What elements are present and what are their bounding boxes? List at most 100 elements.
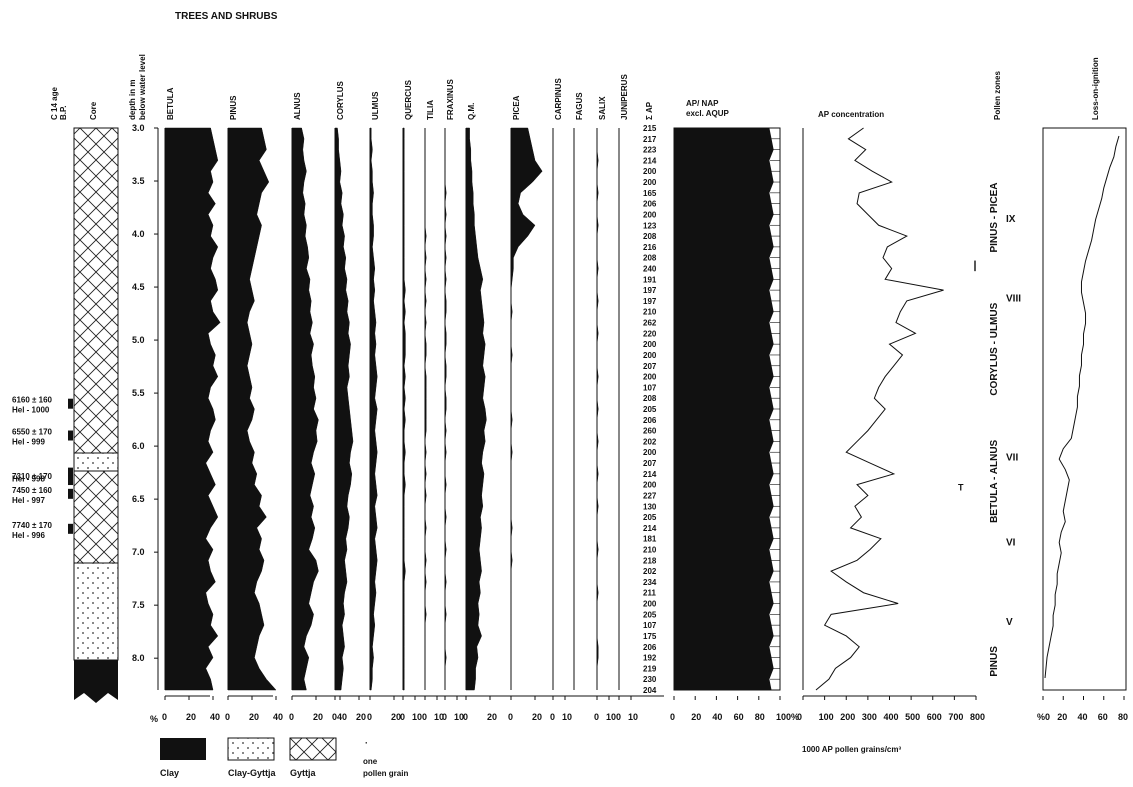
zone-label: PINUS - PICEA: [989, 183, 1000, 253]
taxon-curve: [402, 127, 406, 691]
ap-sum-value: 200: [643, 340, 657, 349]
c14-date-marker: [68, 475, 73, 486]
ap-sum-value: 200: [643, 210, 657, 219]
c14-date-age: 7450 ± 160: [12, 486, 53, 495]
apconc-tick-label: 800: [970, 712, 985, 722]
taxon-tick-label: 0: [225, 712, 230, 722]
ap-sum-value: 107: [643, 383, 657, 392]
bp-header: B.P.: [59, 105, 68, 120]
loss-on-ignition-panel: %0 20 40 60 80: [1037, 127, 1128, 722]
taxon-tick-label: 0: [442, 712, 447, 722]
c14-date-lab: Hel - 998: [12, 475, 45, 484]
taxon-header: PINUS: [229, 95, 238, 120]
apconc-header: AP concentration: [818, 110, 884, 119]
taxon-juniperus: JUNIPERUS 0 10: [616, 74, 664, 722]
taxon-tick-label: 10: [562, 712, 572, 722]
taxon-alnus: ALNUS 0 20 40: [289, 92, 347, 722]
taxon-tick-label: 0: [463, 712, 468, 722]
c14-date-marker: [68, 523, 73, 534]
taxon-header: TILIA: [426, 100, 435, 120]
legend-clay-label: Clay: [160, 768, 179, 778]
taxon-header: Q.M.: [467, 103, 476, 120]
apconc-line: [815, 127, 944, 691]
ap-sum-value: 210: [643, 308, 657, 317]
ap-sum-value: 200: [643, 178, 657, 187]
pollen-zones-header: Pollen zones: [993, 71, 1002, 120]
ap-sum-value: 202: [643, 437, 657, 446]
ap-sum-value: 223: [643, 146, 657, 155]
c14-date-age: 6550 ± 170: [12, 428, 53, 437]
ap-sum-value: 197: [643, 297, 657, 306]
ap-sum-value: 206: [643, 643, 657, 652]
taxon-header: ULMUS: [371, 91, 380, 120]
ap-sum-value: 208: [643, 254, 657, 263]
core-column: [73, 127, 119, 703]
ap-nap-panel: 0 20 40 60 80 100%: [670, 127, 799, 722]
ap-sum-value: 211: [643, 589, 656, 598]
zone-marker: T: [958, 483, 964, 493]
taxon-header: SALIX: [598, 96, 607, 120]
taxon-header: FAGUS: [575, 92, 584, 120]
taxon-curve: [334, 127, 354, 691]
ap-sum-value: 200: [643, 351, 657, 360]
ap-sum-value: 218: [643, 556, 657, 565]
ap-sums-column: 2152172232142002001652062001232082162082…: [643, 124, 657, 695]
taxon-tick-label: 20: [487, 712, 497, 722]
ap-sum-value: 230: [643, 675, 657, 684]
c14-date-lab: Hel - 1000: [12, 406, 50, 415]
zone-roman: VI: [1006, 538, 1016, 549]
legend-clay-swatch: [160, 738, 206, 760]
loi-line: [1044, 135, 1120, 679]
apnap-tick-label: 20: [691, 712, 701, 722]
taxon-tick-label: 40: [273, 712, 283, 722]
taxon-tick-label: 0: [400, 712, 405, 722]
depth-tick-label: 7.0: [132, 547, 145, 557]
ap-sum-value: 175: [643, 632, 657, 641]
ap-sum-value: 130: [643, 502, 657, 511]
ap-sum-value: 216: [643, 243, 657, 252]
ap-sum-value: 220: [643, 329, 657, 338]
ap-sum-value: 165: [643, 189, 657, 198]
apnap-tick-label: 80: [755, 712, 765, 722]
taxon-tick-label: 20: [186, 712, 196, 722]
ap-sum-value: 217: [643, 135, 657, 144]
zone-label: BETULA - ALNUS: [989, 439, 1000, 522]
ap-sum-value: 234: [643, 578, 657, 587]
apconc-tick-label: 500: [905, 712, 920, 722]
taxon-curve: [227, 127, 277, 691]
apconc-tick-label: 200: [840, 712, 855, 722]
ap-sum-value: 205: [643, 610, 657, 619]
apconc-tick-label: 400: [884, 712, 899, 722]
ap-sum-value: 181: [643, 535, 657, 544]
legend-gyttja-label: Gyttja: [290, 768, 317, 778]
ap-sum-value: 200: [643, 167, 657, 176]
ap-sum-value: 227: [643, 491, 657, 500]
ap-sum-value: 208: [643, 394, 657, 403]
apnap-fill: [674, 128, 774, 690]
loi-frame: [1042, 127, 1127, 691]
taxon-header: JUNIPERUS: [620, 74, 629, 120]
ap-sum-value: 200: [643, 600, 657, 609]
taxon-header: QUERCUS: [404, 79, 413, 120]
ap-sum-value: 215: [643, 124, 657, 133]
apnap-header-2: excl. AQUP: [686, 109, 729, 118]
taxon-tick-label: 10: [454, 712, 464, 722]
taxon-tick-label: 40: [210, 712, 220, 722]
loi-tick-label: %0: [1037, 712, 1050, 722]
depth-axis: 3.0 3.5 4.0 4.5 5.0 5.5 6.0 6.5 7.0 7.5 8.0: [132, 123, 159, 690]
legend-clay-gyttja-swatch: [227, 737, 275, 761]
depth-tick-label: 6.5: [132, 494, 145, 504]
taxon-curve: [424, 128, 427, 690]
taxon-header: CORYLUS: [336, 81, 345, 120]
taxon-curve: [596, 128, 599, 690]
taxon-header: BETULA: [166, 87, 175, 120]
apconc-tick-label: 300: [862, 712, 877, 722]
apconc-tick-label: 700: [948, 712, 963, 722]
taxon-curve: [369, 127, 378, 691]
c14-header: C 14 age: [50, 87, 59, 120]
ap-sum-value: 240: [643, 265, 657, 274]
